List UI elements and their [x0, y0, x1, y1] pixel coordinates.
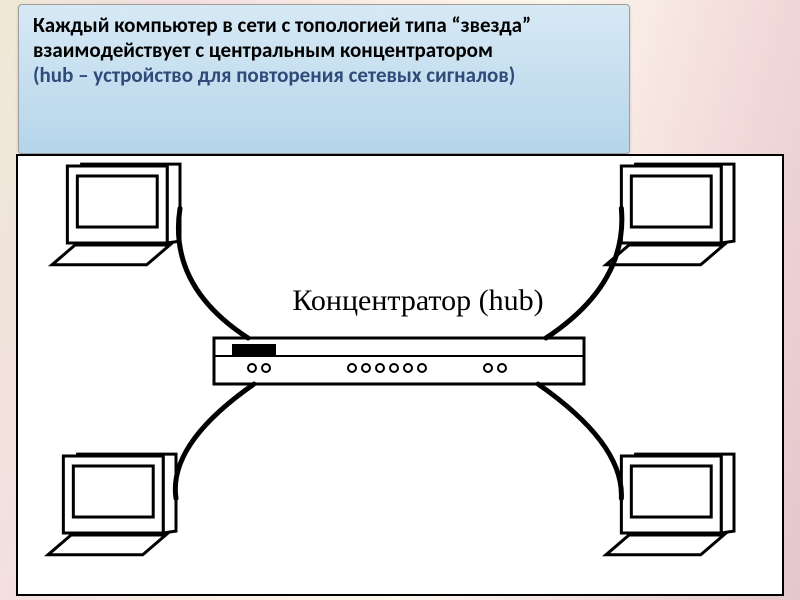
hub-port [404, 364, 412, 372]
hub-port [348, 364, 356, 372]
cable [538, 384, 621, 498]
hub-port [390, 364, 398, 372]
hub-port [376, 364, 384, 372]
hub-port [248, 364, 256, 372]
network-svg [18, 156, 782, 594]
hub-port [484, 364, 492, 372]
network-diagram: Концентратор (hub) [16, 154, 784, 596]
computer-icon [48, 454, 176, 555]
hub-port [262, 364, 270, 372]
cable [175, 384, 254, 498]
hub-label: Концентратор (hub) [218, 284, 618, 318]
hub-port [418, 364, 426, 372]
computer-icon [606, 454, 734, 555]
computer-icon [52, 164, 180, 265]
title-subtext: (hub – устройство для повторения сетевых… [33, 63, 615, 88]
slide: Каждый компьютер в сети с топологией тип… [0, 0, 800, 600]
cable [546, 208, 622, 338]
hub-port [362, 364, 370, 372]
computer-icon [606, 164, 734, 265]
title-main-text: Каждый компьютер в сети с топологией тип… [33, 13, 615, 63]
cable [178, 208, 248, 338]
hub-led-block [232, 344, 276, 356]
hub-port [498, 364, 506, 372]
title-box: Каждый компьютер в сети с топологией тип… [18, 4, 630, 154]
